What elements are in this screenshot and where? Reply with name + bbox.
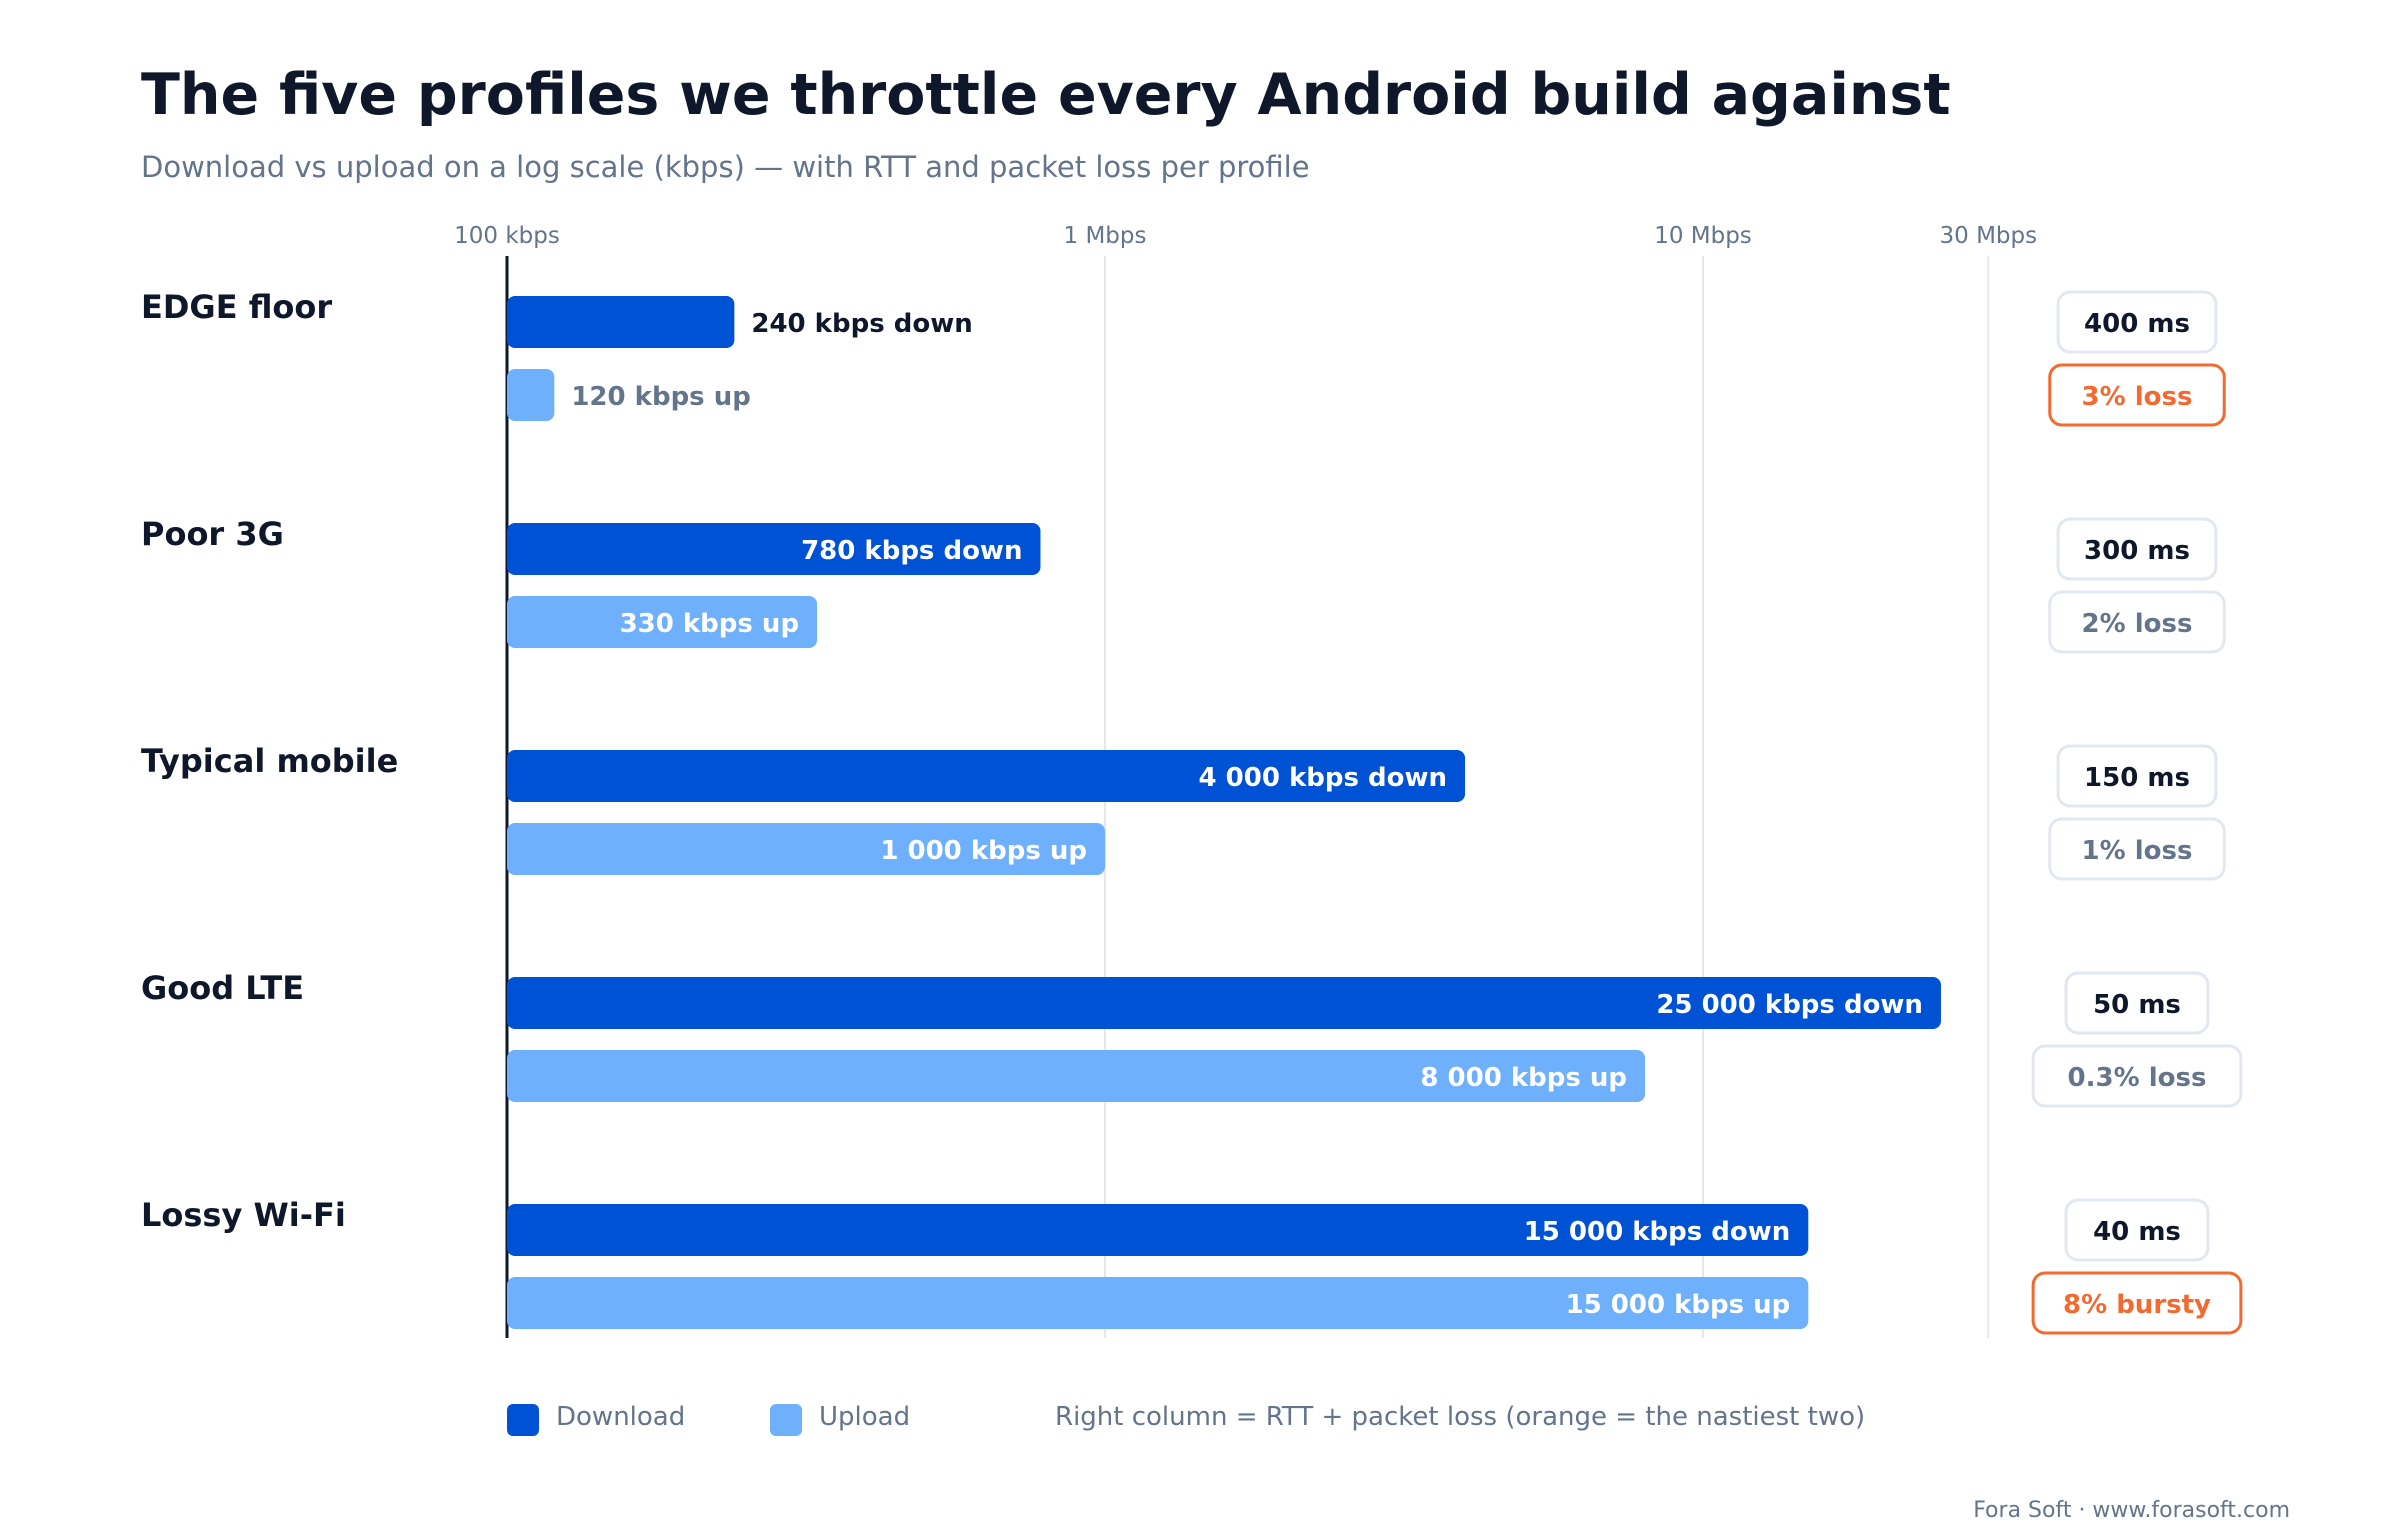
legend-download-swatch [507,1404,539,1436]
loss-value: 1% loss [2082,836,2193,866]
rtt-value: 150 ms [2084,763,2190,793]
download-value-label: 240 kbps down [751,309,972,339]
loss-pill [2048,590,2226,654]
download-value-label: 780 kbps down [801,536,1022,566]
legend-upload-swatch [770,1404,802,1436]
category-label: Poor 3G [141,515,284,553]
loss-value: 3% loss [2082,382,2193,412]
rtt-pill [2056,744,2218,808]
download-bar [507,523,1041,575]
legend-upload-label: Upload [819,1402,911,1432]
upload-bar [507,1050,1646,1102]
rtt-pill [2056,290,2218,354]
rtt-value: 40 ms [2093,1217,2181,1247]
rtt-pill [2064,971,2210,1035]
rtt-pill [2064,1198,2210,1262]
download-bar [507,1204,1809,1256]
download-bar [507,977,1941,1029]
loss-pill [2031,1271,2243,1335]
download-bar [507,296,735,348]
upload-value-label: 330 kbps up [620,609,800,639]
loss-pill [2048,363,2226,427]
x-tick-label: 30 Mbps [1940,223,2038,249]
rtt-value: 50 ms [2093,990,2181,1020]
category-label: Typical mobile [141,742,398,780]
chart-subtitle: Download vs upload on a log scale (kbps)… [141,150,1310,184]
upload-bar [507,596,818,648]
x-tick-label: 10 Mbps [1654,223,1752,249]
footer-credit: Fora Soft · www.forasoft.com [1973,1498,2290,1523]
upload-bar [507,1277,1809,1329]
legend-note: Right column = RTT + packet loss (orange… [1055,1402,1866,1432]
download-bar [507,750,1466,802]
upload-value-label: 120 kbps up [571,382,751,412]
upload-value-label: 15 000 kbps up [1566,1290,1791,1320]
upload-value-label: 8 000 kbps up [1420,1063,1627,1093]
download-value-label: 4 000 kbps down [1199,763,1448,793]
loss-pill [2031,1044,2243,1108]
chart-title: The five profiles we throttle every Andr… [141,62,1951,128]
upload-value-label: 1 000 kbps up [880,836,1087,866]
rtt-value: 300 ms [2084,536,2190,566]
rtt-pill [2056,517,2218,581]
x-tick-label: 100 kbps [454,223,560,249]
upload-bar [507,369,555,421]
legend-download-label: Download [556,1402,686,1432]
rtt-value: 400 ms [2084,309,2190,339]
category-label: Good LTE [141,969,304,1007]
x-tick-label: 1 Mbps [1064,223,1147,249]
loss-value: 8% bursty [2063,1290,2211,1320]
download-value-label: 25 000 kbps down [1656,990,1923,1020]
loss-pill [2048,817,2226,881]
category-label: EDGE floor [141,288,332,326]
loss-value: 2% loss [2082,609,2193,639]
loss-value: 0.3% loss [2068,1063,2207,1093]
category-label: Lossy Wi-Fi [141,1196,346,1234]
upload-bar [507,823,1105,875]
download-value-label: 15 000 kbps down [1524,1217,1791,1247]
